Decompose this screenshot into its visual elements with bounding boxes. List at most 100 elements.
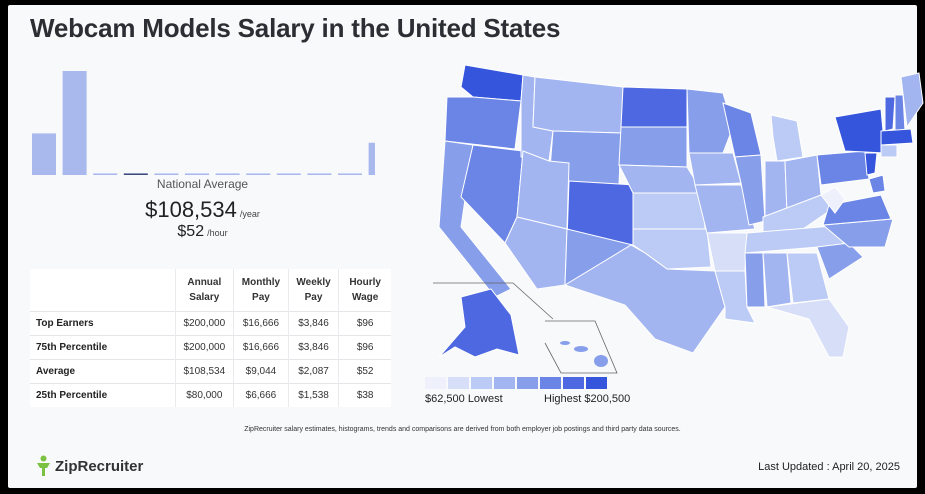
salary-histogram [32,71,375,175]
table-cell: $3,846 [287,310,339,335]
ziprecruiter-logo[interactable]: ZipRecruiter [36,455,143,477]
per-year-unit: /year [239,209,260,219]
table-cell: $16,666 [233,334,289,359]
state-kentucky [762,194,836,234]
table-header: Weekly Pay [287,269,339,311]
national-average-hourly: $52/hour [30,223,375,241]
hawaii-island [560,341,570,345]
histogram-bar [276,173,301,175]
state-connecticut [880,144,898,158]
state-iowa [688,152,742,186]
histogram-bar [368,142,375,175]
state-maine [900,72,924,129]
legend-swatch [540,377,561,389]
table-cell: $200,000 [174,310,234,335]
state-montana [532,76,624,134]
salary-card: Webcam Models Salary in the United State… [8,5,924,488]
state-north-dakota [620,86,688,128]
state-pennsylvania [816,150,870,186]
state-louisiana [714,270,756,324]
legend-low-label: $62,500 Lowest [425,393,503,405]
histogram-bar [32,133,56,175]
table-row: Average $108,534 $9,044 $2,087 $52 [30,358,391,383]
legend-swatch [517,377,538,389]
table-cell: $38 [338,382,391,407]
state-michigan [770,114,804,162]
state-arizona [504,216,568,290]
table-header-row: Annual Salary Monthly Pay Weekly Pay Hou… [30,269,391,311]
state-south-dakota [618,126,688,168]
table-row: 25th Percentile $80,000 $6,666 $1,538 $3… [30,382,391,407]
histogram-bar [246,173,271,175]
state-mississippi [744,252,766,308]
per-hour-unit: /hour [207,228,228,238]
table-row: 75th Percentile $200,000 $16,666 $3,846 … [30,334,391,359]
state-south-carolina [816,242,864,280]
table-cell: $52 [338,358,391,383]
state-maryland [868,174,886,194]
table-cell: $96 [338,334,391,359]
legend-swatch [471,377,492,389]
legend-swatch [448,377,469,389]
state-new-york [834,108,886,154]
row-label: 75th Percentile [30,334,175,359]
row-label: 25th Percentile [30,382,175,407]
histogram-bar [215,173,240,175]
hawaii-island [594,355,608,367]
state-vermont [884,96,896,132]
us-salary-map [433,64,924,374]
state-texas [563,244,726,354]
row-label: Average [30,358,175,383]
ziprecruiter-icon [37,455,50,476]
page-title: Webcam Models Salary in the United State… [30,13,561,43]
histogram-bar [123,173,148,175]
state-washington [460,64,524,102]
table-cell: $108,534 [174,358,234,383]
brand-name: ZipRecruiter [55,457,144,475]
state-alaska [438,288,520,358]
hawaii-inset-border [544,320,618,374]
table-cell: $6,666 [233,382,289,407]
hawaii-island [574,346,588,352]
alaska-inset-border [433,282,554,320]
table-row: Top Earners $200,000 $16,666 $3,846 $96 [30,310,391,335]
state-massachusetts [880,128,914,146]
table-header: Hourly Wage [338,269,391,311]
table-cell: $1,538 [287,382,339,407]
table-header: Annual Salary [174,269,234,311]
state-west-virginia [820,186,846,214]
table-cell: $200,000 [174,334,234,359]
hourly-wage-value: $52 [177,223,205,240]
state-new-jersey [864,152,878,176]
state-minnesota [686,88,734,154]
footnote: ZipRecruiter salary estimates, histogram… [244,426,681,433]
salary-percentile-table: Annual Salary Monthly Pay Weekly Pay Hou… [30,269,391,407]
table-header: Monthly Pay [233,269,289,311]
state-kansas [632,192,706,230]
state-missouri [694,184,756,234]
state-oregon [444,96,522,150]
histogram-bar [154,173,179,175]
state-wisconsin [722,102,762,158]
legend-swatch [586,377,607,389]
state-utah [516,150,570,230]
national-average-label: National Average [156,177,249,191]
legend-high-label: Highest $200,500 [544,393,631,405]
last-updated: Last Updated : April 20, 2025 [758,461,900,473]
table-cell: $16,666 [233,310,289,335]
state-virginia [822,194,892,226]
state-indiana [764,160,788,218]
table-cell: $80,000 [174,382,234,407]
histogram-bar [185,173,209,175]
table-header-empty [30,269,175,311]
legend-swatch [494,377,515,389]
legend-swatch [425,377,446,389]
table-cell: $2,087 [287,358,339,383]
table-cell: $9,044 [233,358,289,383]
state-nebraska [618,164,704,194]
histogram-bar [307,173,332,175]
histogram-bar [62,71,87,175]
state-illinois [734,154,766,226]
state-florida [766,298,850,358]
row-label: Top Earners [30,310,175,335]
